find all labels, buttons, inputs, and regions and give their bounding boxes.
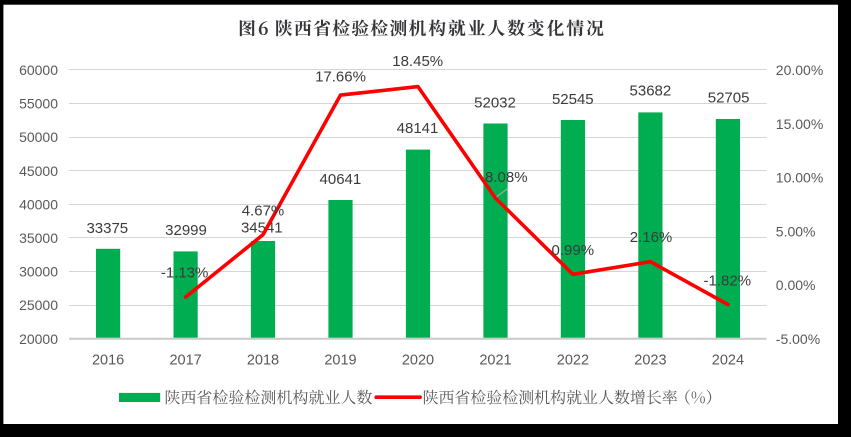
svg-text:0.99%: 0.99% — [552, 242, 595, 259]
svg-text:8.08%: 8.08% — [485, 169, 528, 186]
svg-text:20000: 20000 — [19, 331, 58, 347]
svg-text:40641: 40641 — [320, 171, 362, 188]
svg-text:55000: 55000 — [19, 96, 58, 112]
svg-text:2.16%: 2.16% — [630, 229, 673, 246]
svg-text:35000: 35000 — [19, 230, 58, 246]
svg-text:32999: 32999 — [165, 222, 207, 239]
svg-text:20.00%: 20.00% — [776, 62, 823, 78]
svg-text:25000: 25000 — [19, 297, 58, 313]
svg-text:2021: 2021 — [479, 353, 511, 369]
svg-text:33375: 33375 — [86, 220, 128, 237]
svg-text:5.00%: 5.00% — [776, 223, 816, 239]
svg-text:34541: 34541 — [241, 220, 283, 237]
svg-text:30000: 30000 — [19, 264, 58, 280]
svg-text:2017: 2017 — [169, 353, 201, 369]
svg-text:10.00%: 10.00% — [776, 170, 823, 186]
svg-text:52545: 52545 — [552, 91, 594, 108]
svg-text:60000: 60000 — [19, 62, 58, 78]
svg-text:52705: 52705 — [708, 90, 750, 107]
svg-text:45000: 45000 — [19, 163, 58, 179]
svg-text:48141: 48141 — [397, 120, 439, 137]
svg-text:0.00%: 0.00% — [776, 277, 816, 293]
svg-text:-1.82%: -1.82% — [704, 272, 752, 289]
svg-text:15.00%: 15.00% — [776, 116, 823, 132]
svg-text:2019: 2019 — [324, 353, 356, 369]
svg-text:2023: 2023 — [634, 353, 666, 369]
svg-text:2024: 2024 — [712, 353, 744, 369]
svg-text:2018: 2018 — [247, 353, 279, 369]
svg-text:53682: 53682 — [630, 83, 672, 100]
svg-text:18.45%: 18.45% — [392, 53, 443, 70]
svg-text:50000: 50000 — [19, 129, 58, 145]
svg-text:2016: 2016 — [92, 353, 124, 369]
svg-text:-1.13%: -1.13% — [161, 265, 209, 282]
svg-text:4.67%: 4.67% — [242, 203, 285, 220]
svg-text:40000: 40000 — [19, 196, 58, 212]
svg-text:-5.00%: -5.00% — [776, 331, 820, 347]
svg-text:2020: 2020 — [402, 353, 434, 369]
svg-text:17.66%: 17.66% — [315, 69, 366, 86]
svg-text:52032: 52032 — [474, 95, 516, 112]
svg-text:2022: 2022 — [557, 353, 589, 369]
